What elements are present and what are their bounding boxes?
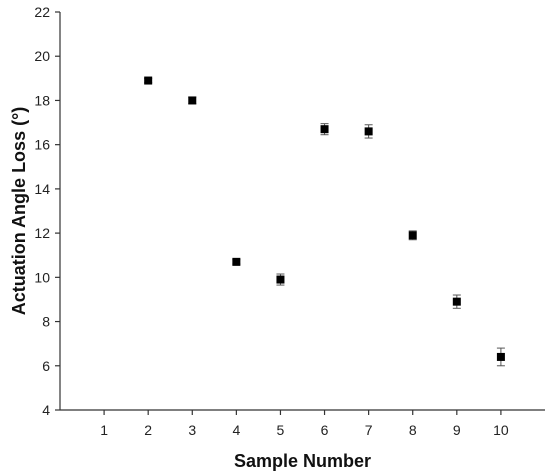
x-tick-label: 10 bbox=[493, 422, 509, 438]
point-marker bbox=[364, 127, 373, 136]
point-marker bbox=[188, 96, 197, 105]
x-ticks: 1 2 3 4 5 6 7 8 9 10 bbox=[100, 410, 509, 438]
data-point bbox=[276, 273, 285, 286]
data-point bbox=[408, 230, 417, 241]
y-tick-label: 22 bbox=[34, 4, 50, 20]
y-tick-label: 12 bbox=[34, 225, 50, 241]
data-points bbox=[144, 76, 505, 367]
x-tick-label: 5 bbox=[277, 422, 285, 438]
data-point bbox=[496, 347, 505, 367]
x-tick-label: 3 bbox=[188, 422, 196, 438]
x-tick-label: 8 bbox=[409, 422, 417, 438]
x-tick-label: 9 bbox=[453, 422, 461, 438]
x-tick-label: 2 bbox=[144, 422, 152, 438]
axes bbox=[59, 12, 545, 411]
y-tick-label: 4 bbox=[42, 402, 50, 418]
point-marker bbox=[232, 257, 241, 266]
y-ticks: 4 6 8 10 12 14 16 18 20 22 bbox=[34, 4, 60, 418]
data-point bbox=[320, 123, 329, 136]
y-tick-label: 10 bbox=[34, 269, 50, 285]
data-point bbox=[144, 76, 153, 85]
data-point bbox=[452, 294, 461, 309]
point-marker bbox=[320, 125, 329, 134]
x-tick-label: 1 bbox=[100, 422, 108, 438]
data-point bbox=[232, 257, 241, 266]
y-tick-label: 16 bbox=[34, 137, 50, 153]
data-point bbox=[188, 96, 197, 105]
point-marker bbox=[144, 76, 153, 85]
point-marker bbox=[408, 231, 417, 240]
y-tick-label: 14 bbox=[34, 181, 50, 197]
x-tick-label: 4 bbox=[232, 422, 240, 438]
y-tick-label: 6 bbox=[42, 358, 50, 374]
point-marker bbox=[276, 275, 285, 284]
x-axis-title: Sample Number bbox=[234, 451, 371, 471]
x-tick-label: 6 bbox=[321, 422, 329, 438]
point-marker bbox=[452, 297, 461, 306]
y-axis-title: Actuation Angle Loss (°) bbox=[9, 107, 29, 316]
y-tick-label: 8 bbox=[42, 314, 50, 330]
x-tick-label: 7 bbox=[365, 422, 373, 438]
data-point bbox=[364, 124, 373, 139]
y-tick-label: 20 bbox=[34, 48, 50, 64]
y-tick-label: 18 bbox=[34, 92, 50, 108]
point-marker bbox=[496, 352, 505, 361]
